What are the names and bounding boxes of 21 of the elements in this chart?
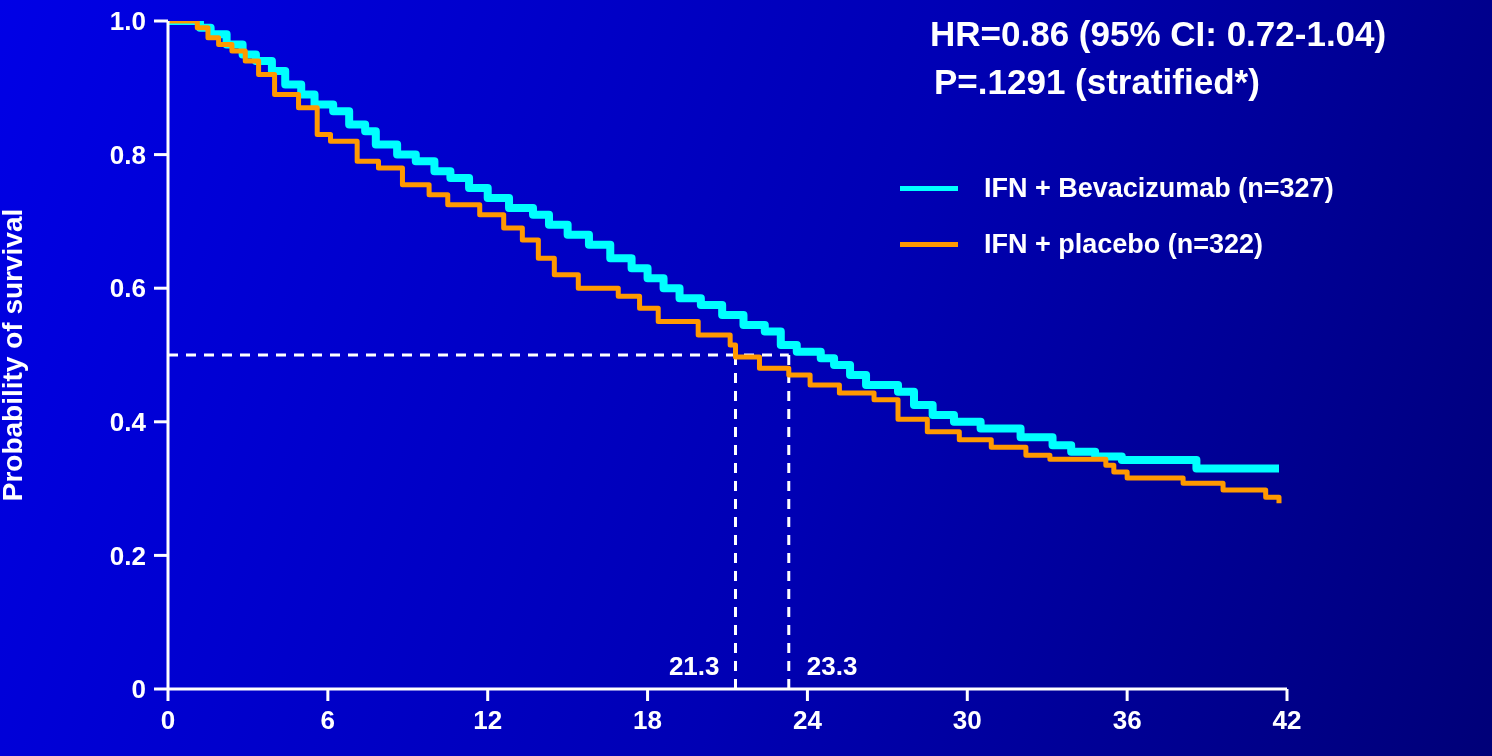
y-tick-label: 0.6 [109,273,146,304]
y-tick-label: 0.2 [109,540,146,571]
x-tick-label: 18 [633,705,663,736]
x-tick-label: 6 [320,705,336,736]
y-axis-title: Probability of survival [0,208,28,502]
y-tick-label: 0 [131,674,146,705]
annotation: HR=0.86 (95% CI: 0.72-1.04) [930,14,1387,53]
y-tick-label: 0.8 [109,139,146,170]
x-tick-label: 36 [1112,705,1142,736]
legend-label: IFN + Bevacizumab (n=327) [984,172,1334,204]
y-tick-label: 0.4 [109,407,147,438]
x-tick-label: 12 [473,705,503,736]
ref-line-label: 21.3 [668,651,720,681]
x-tick-label: 42 [1272,705,1302,736]
y-tick-label: 1.0 [109,6,146,37]
x-tick-label: 0 [160,705,176,736]
x-tick-label: 30 [952,705,982,736]
x-tick-label: 24 [792,705,823,736]
annotation: P=.1291 (stratified*) [934,62,1260,101]
legend-label: IFN + placebo (n=322) [984,228,1264,260]
ref-line-label: 23.3 [806,651,858,681]
